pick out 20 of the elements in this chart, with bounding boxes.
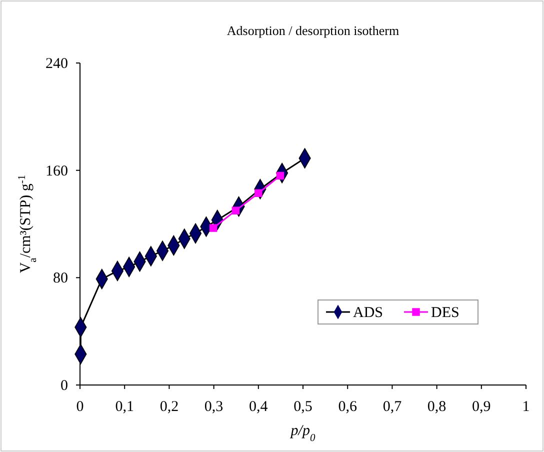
x-tick-label: 0,3 (204, 399, 224, 415)
legend-label: ADS (353, 305, 384, 321)
y-tick-label: 160 (46, 163, 68, 180)
y-tick-label: 80 (53, 270, 68, 287)
x-tick-label: 1 (522, 399, 530, 415)
x-tick-label: 0,5 (294, 399, 312, 415)
y-tick-label: 0 (60, 378, 68, 394)
x-tick-label: 0,6 (338, 399, 358, 415)
x-tick-label: 0,7 (382, 399, 402, 415)
legend-label: DES (431, 305, 460, 321)
x-tick-label: 0,2 (160, 399, 179, 415)
point (209, 224, 218, 232)
chart-title: Adsorption / desorption isotherm (226, 23, 400, 38)
x-tick-label: 0 (76, 399, 84, 415)
x-axis-title: p/p$_{0}$ (290, 423, 316, 444)
x-tick-label: 0,4 (249, 399, 268, 415)
x-tick-label: 0,8 (427, 399, 446, 415)
x-tick-label: 0,1 (115, 399, 134, 415)
y-tick-label: 240 (46, 56, 68, 72)
x-tick-label: 0,9 (472, 399, 491, 415)
